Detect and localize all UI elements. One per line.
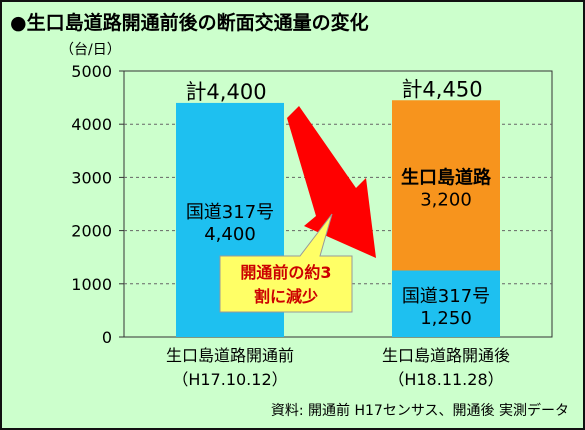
y-tick-label: 1000	[71, 275, 112, 294]
chart-title: ●生口島道路開通前後の断面交通量の変化	[10, 12, 369, 34]
bar-series-label: 国道317号	[402, 286, 490, 307]
x-category-label: 生口島道路開通前	[166, 346, 294, 365]
bar-value-label: 1,250	[420, 308, 472, 329]
x-category-label: 生口島道路開通後	[382, 346, 510, 365]
callout-text-line1: 開通前の約3	[240, 263, 331, 282]
bar-segment	[392, 270, 500, 337]
bar-total-label: 計4,400	[185, 80, 266, 104]
y-axis-unit: （台/日）	[60, 42, 121, 58]
x-category-date: （H17.10.12）	[172, 370, 287, 389]
y-tick-label: 3000	[71, 168, 112, 187]
bar-series-label: 生口島道路	[401, 166, 492, 188]
bar-value-label: 3,200	[420, 189, 472, 210]
decrease-arrow	[287, 106, 376, 258]
bar-segment	[392, 100, 500, 271]
bar-total-label: 計4,450	[401, 77, 482, 101]
bar-series-label: 国道317号	[186, 202, 274, 223]
y-tick-label: 0	[102, 328, 112, 347]
y-tick-label: 4000	[71, 115, 112, 134]
x-category-date: （H18.11.28）	[388, 370, 503, 389]
y-tick-label: 5000	[71, 62, 112, 81]
y-tick-label: 2000	[71, 222, 112, 241]
plot-area	[123, 70, 553, 338]
bar-value-label: 4,400	[204, 224, 256, 245]
callout-bubble	[219, 213, 353, 313]
callout-text-line2: 割に減少	[254, 287, 318, 306]
source-note: 資料: 開通前 H17センサス、開通後 実測データ	[270, 403, 569, 419]
